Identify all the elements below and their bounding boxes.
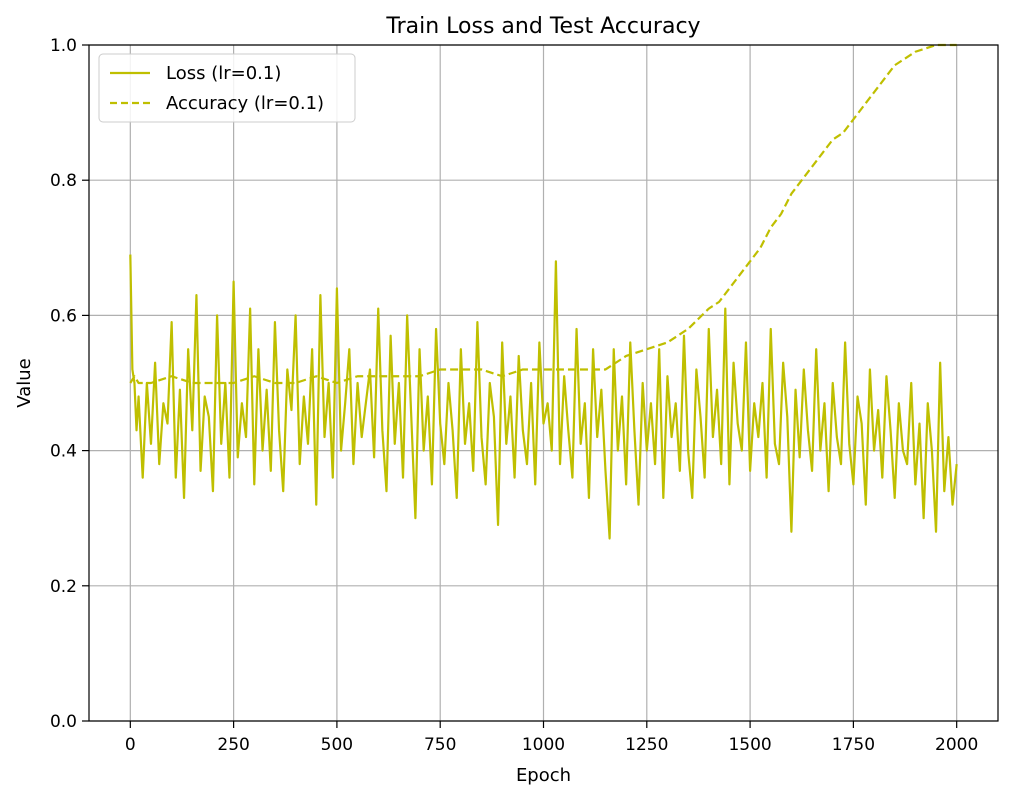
legend-box [98,53,356,123]
x-tick-label: 1750 [832,735,875,755]
y-tick-label: 0.6 [50,306,77,326]
x-axis-label: Epoch [516,765,571,786]
y-tick-label: 0.0 [50,712,77,732]
x-tick-label: 750 [424,735,456,755]
y-axis-label: Value [14,358,35,407]
x-tick-label: 1500 [728,735,771,755]
legend-label-loss: Loss (lr=0.1) [166,63,281,84]
y-tick-label: 1.0 [50,36,77,56]
x-tick-label: 250 [217,735,249,755]
series-line-loss [129,254,958,540]
x-tick-label: 2000 [935,735,978,755]
x-tick-label: 500 [321,735,353,755]
y-tick-label: 0.2 [50,577,77,597]
x-tick-label: 1000 [522,735,565,755]
x-tick-label: 1250 [625,735,668,755]
legend-label-accuracy: Accuracy (lr=0.1) [166,93,324,114]
y-tick-label: 0.4 [50,442,77,462]
legend: Loss (lr=0.1) Accuracy (lr=0.1) [98,53,356,123]
series-layer [129,43,958,540]
x-tick-label: 0 [125,735,136,755]
chart-title: Train Loss and Test Accuracy [385,14,700,39]
y-tick-label: 0.8 [50,171,77,191]
series-line-accuracy [129,43,957,385]
axis-ticks: 0 250 500 750 1000 1250 1500 1750 2000 0.0 0.2 0.4 0… [50,36,978,755]
